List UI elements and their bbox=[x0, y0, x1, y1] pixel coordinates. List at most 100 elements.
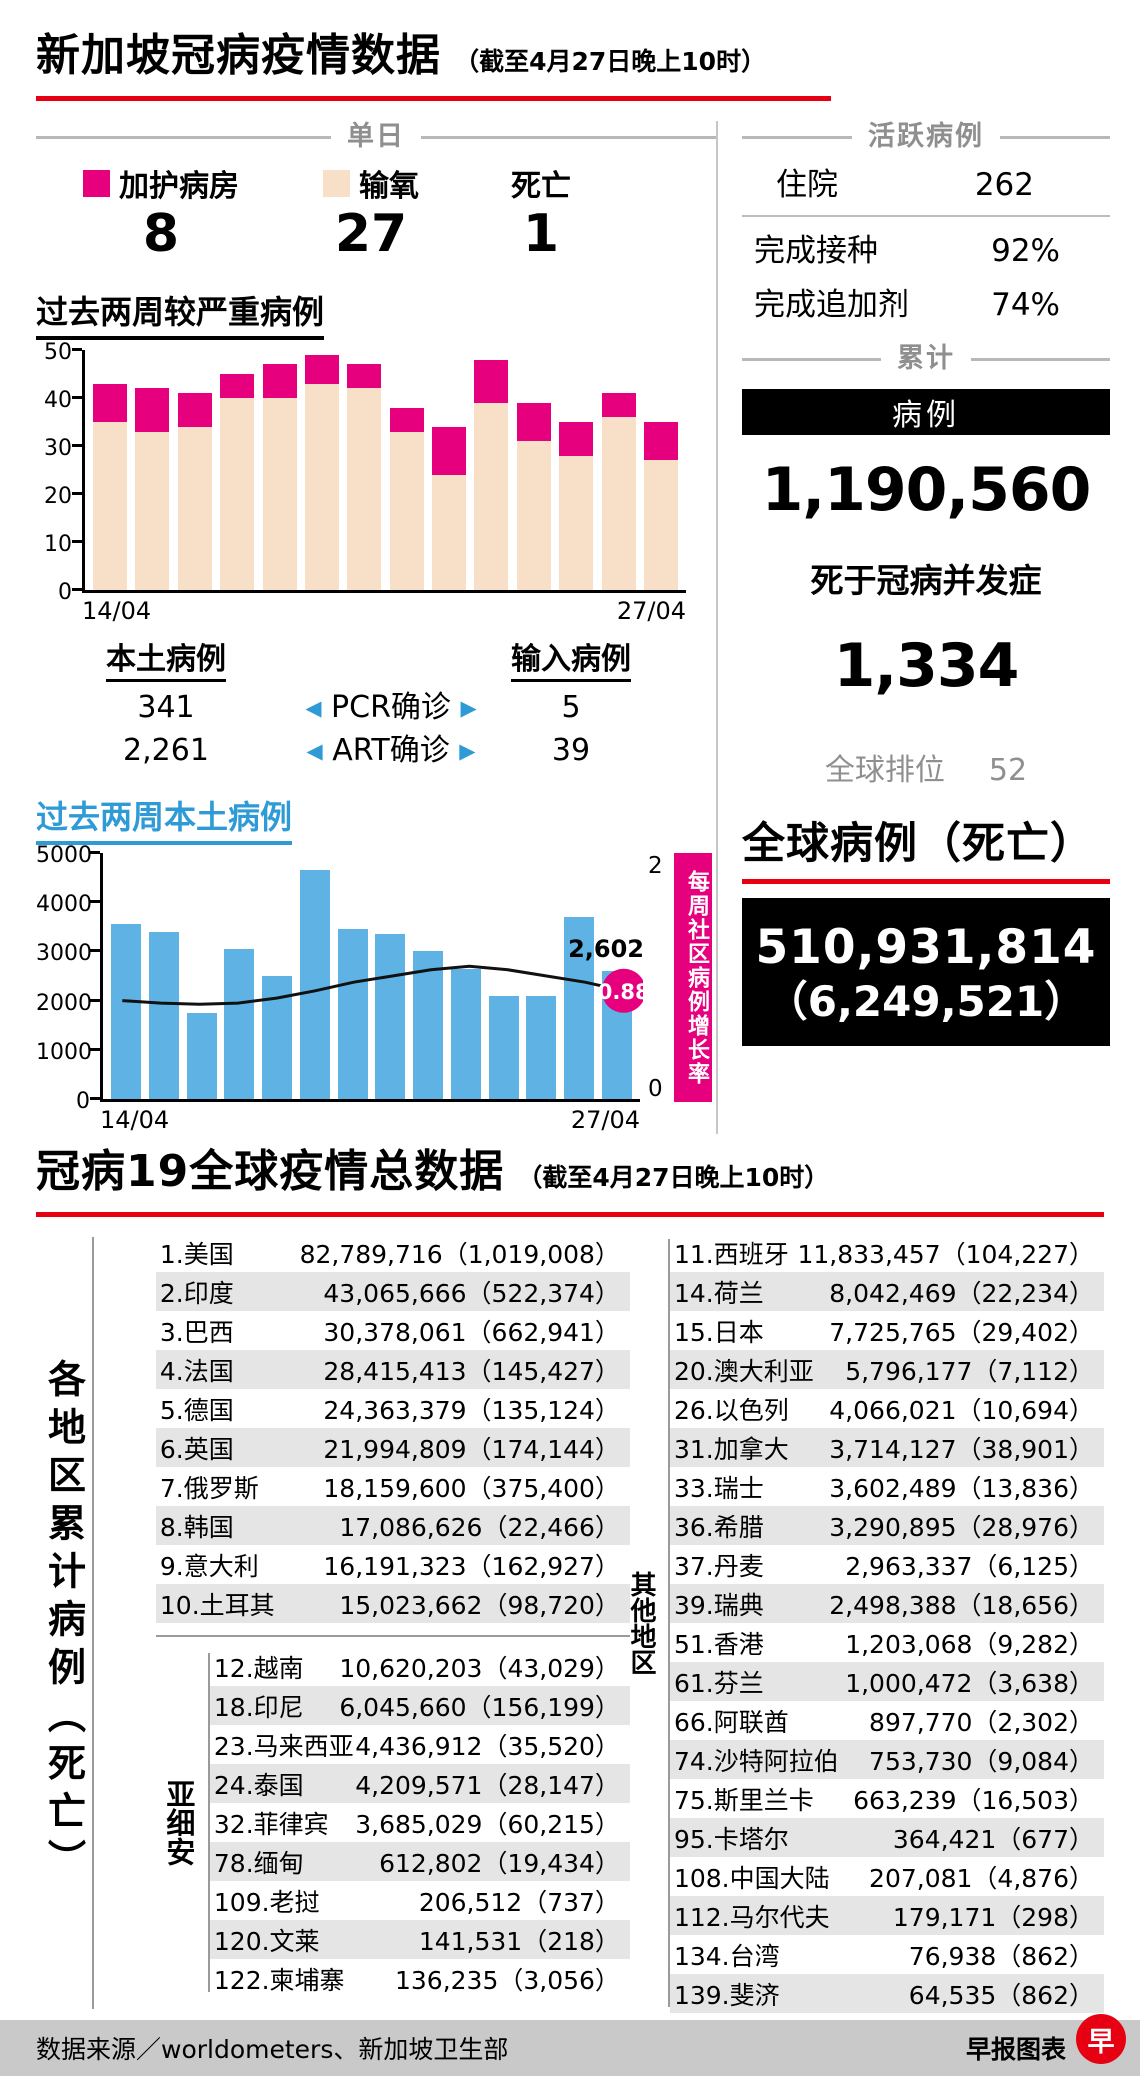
country-name: 37.丹麦 bbox=[673, 1551, 764, 1581]
data-source-text: 数据来源／worldometers、新加坡卫生部 bbox=[36, 2035, 509, 2064]
local-cases-header: 本土病例 bbox=[36, 643, 296, 682]
table-row: 36.希腊 3,290,895（28,976） bbox=[669, 1506, 1104, 1545]
stacked-bar bbox=[93, 383, 127, 590]
total-cases-value: 1,190,560 bbox=[761, 455, 1092, 525]
local-art-value: 2,261 bbox=[123, 733, 209, 768]
x-start-label: 14/04 bbox=[82, 597, 152, 625]
boosted-label: 完成追加剂 bbox=[754, 287, 909, 323]
arrow-left-icon: ◀ bbox=[306, 739, 323, 763]
country-cases-deaths: 4,436,912（35,520） bbox=[355, 1731, 620, 1761]
country-name: 1.美国 bbox=[159, 1239, 234, 1269]
country-name: 108.中国大陆 bbox=[673, 1863, 830, 1893]
country-cases-deaths: 207,081（4,876） bbox=[869, 1863, 1094, 1893]
table-row: 18.印尼 6,045,660（156,199） bbox=[209, 1686, 630, 1725]
country-name: 23.马来西亚 bbox=[213, 1731, 354, 1761]
country-cases-deaths: 206,512（737） bbox=[418, 1887, 620, 1917]
table-row: 66.阿联酋 897,770（2,302） bbox=[670, 1701, 1104, 1740]
table-row: 1.美国 82,789,716（1,019,008） bbox=[156, 1233, 630, 1272]
table-row: 20.澳大利亚 5,796,177（7,112） bbox=[669, 1350, 1104, 1389]
header: 新加坡冠病疫情数据 （截至4月27日晚上10时） bbox=[0, 0, 1140, 101]
country-name: 9.意大利 bbox=[159, 1551, 259, 1581]
case-bar bbox=[564, 916, 595, 1099]
hospitalized-row: 住院 262 bbox=[742, 167, 1110, 203]
icu-swatch-icon bbox=[83, 169, 110, 197]
table-row: 109.老挝 206,512（737） bbox=[210, 1881, 630, 1920]
country-name: 18.印尼 bbox=[213, 1692, 304, 1722]
total-deaths-value: 1,334 bbox=[833, 631, 1020, 701]
country-cases-deaths: 3,602,489（13,836） bbox=[829, 1473, 1094, 1503]
local-imported-table: 本土病例 输入病例 341 ◀ PCR确诊 ▶ 5 2,261 ◀ ART确诊 … bbox=[36, 643, 716, 768]
country-name: 120.文莱 bbox=[213, 1926, 320, 1956]
world-section-title-suffix: （截至4月27日晚上10时） bbox=[517, 1163, 830, 1192]
table-row: 78.缅甸 612,802（19,434） bbox=[209, 1842, 630, 1881]
country-name: 12.越南 bbox=[213, 1653, 304, 1683]
deaths-count: 1 bbox=[522, 204, 560, 264]
severe-chart-title: 过去两周较严重病例 bbox=[36, 287, 716, 340]
case-bar bbox=[299, 870, 330, 1099]
arrow-right-icon: ▶ bbox=[460, 696, 477, 720]
cumulative-header-label: 累计 bbox=[897, 343, 955, 374]
country-cases-deaths: 612,802（19,434） bbox=[379, 1848, 620, 1878]
country-cases-deaths: 3,290,895（28,976） bbox=[829, 1512, 1094, 1542]
country-name: 3.巴西 bbox=[159, 1317, 234, 1347]
global-total-box: 510,931,814 （6,249,521） bbox=[742, 898, 1110, 1046]
group-divider bbox=[155, 1635, 630, 1637]
case-bar bbox=[224, 948, 255, 1099]
imported-cases-header: 输入病例 bbox=[486, 643, 656, 682]
table-row: 74.沙特阿拉伯 753,730（9,084） bbox=[669, 1740, 1104, 1779]
country-name: 24.泰国 bbox=[213, 1770, 304, 1800]
country-cases-deaths: 2,963,337（6,125） bbox=[845, 1551, 1094, 1581]
country-name: 20.澳大利亚 bbox=[673, 1356, 814, 1386]
table-row: 8.韩国 17,086,626（22,466） bbox=[155, 1506, 630, 1545]
world-section-header: 冠病19全球疫情总数据 （截至4月27日晚上10时） bbox=[0, 1146, 1140, 1217]
world-table-side-label: 各地区累计病例（死亡） bbox=[41, 1359, 86, 1887]
severe-chart-x-axis: 14/04 27/04 bbox=[82, 597, 686, 625]
table-row: 6.英国 21,994,809（174,144） bbox=[155, 1428, 630, 1467]
daily-legend: 加护病房 8 输氧 27 死亡 1 bbox=[36, 165, 716, 263]
world-table: 各地区累计病例（死亡） 1.美国 82,789,716（1,019,008） 2.印… bbox=[36, 1233, 1104, 2013]
table-row: 26.以色列 4,066,021（10,694） bbox=[670, 1389, 1104, 1428]
hospitalized-label: 住院 bbox=[776, 167, 838, 203]
daily-header-label: 单日 bbox=[347, 121, 405, 152]
country-cases-deaths: 10,620,203（43,029） bbox=[339, 1653, 620, 1683]
table-row: 2.印度 43,065,666（522,374） bbox=[155, 1272, 630, 1311]
table-row: 15.日本 7,725,765（29,402） bbox=[670, 1311, 1104, 1350]
country-name: 15.日本 bbox=[673, 1317, 764, 1347]
country-name: 10.土耳其 bbox=[159, 1590, 275, 1620]
country-cases-deaths: 179,171（298） bbox=[892, 1902, 1094, 1932]
asean-group-label: 亚细安 bbox=[161, 1779, 196, 1866]
stacked-bar bbox=[347, 364, 382, 590]
asean-group: 12.越南 10,620,203（43,029） 18.印尼 6,045,660（15… bbox=[209, 1647, 630, 1998]
local-chart-title: 过去两周本土病例 bbox=[36, 792, 716, 845]
local-chart-plot: 0.88 2,602 bbox=[90, 851, 644, 1102]
country-cases-deaths: 6,045,660（156,199） bbox=[339, 1692, 620, 1722]
table-row: 24.泰国 4,209,571（28,147） bbox=[209, 1764, 630, 1803]
country-name: 2.印度 bbox=[159, 1278, 234, 1308]
case-bar bbox=[413, 951, 444, 1099]
last-bar-value-label: 2,602 bbox=[568, 934, 644, 963]
country-name: 74.沙特阿拉伯 bbox=[673, 1746, 839, 1776]
country-cases-deaths: 1,203,068（9,282） bbox=[845, 1629, 1094, 1659]
country-cases-deaths: 136,235（3,056） bbox=[394, 1965, 620, 1995]
boosted-value: 74% bbox=[991, 287, 1060, 323]
table-row: 32.菲律宾 3,685,029（60,215） bbox=[210, 1803, 630, 1842]
country-name: 8.韩国 bbox=[159, 1512, 234, 1542]
country-name: 139.斐济 bbox=[673, 1980, 780, 2010]
global-deaths-value: （6,249,521） bbox=[765, 977, 1087, 1026]
daily-section-header: 单日 bbox=[36, 121, 716, 153]
divider bbox=[91, 1237, 94, 2009]
country-cases-deaths: 897,770（2,302） bbox=[869, 1707, 1094, 1737]
case-bar bbox=[375, 934, 406, 1099]
global-rank-value: 52 bbox=[988, 753, 1028, 788]
growth-rate-axis-label: 每周社区病例增长率 bbox=[674, 853, 712, 1102]
stacked-bar bbox=[516, 402, 551, 590]
country-cases-deaths: 2,498,388（18,656） bbox=[829, 1590, 1094, 1620]
table-row: 31.加拿大 3,714,127（38,901） bbox=[669, 1428, 1104, 1467]
country-cases-deaths: 1,000,472（3,638） bbox=[845, 1668, 1094, 1698]
global-rank-row: 全球排位 52 bbox=[742, 753, 1110, 789]
table-row: 37.丹麦 2,963,337（6,125） bbox=[670, 1545, 1104, 1584]
country-name: 26.以色列 bbox=[673, 1395, 789, 1425]
country-name: 66.阿联酋 bbox=[673, 1707, 789, 1737]
country-cases-deaths: 30,378,061（662,941） bbox=[323, 1317, 620, 1347]
